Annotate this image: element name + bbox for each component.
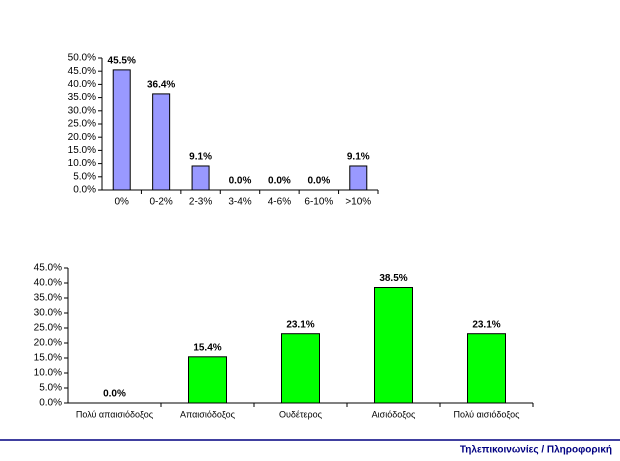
y-tick-label: 30.0%	[68, 105, 96, 116]
x-tick-label: Απαισιόδοξος	[180, 409, 236, 419]
y-tick-label: 10.0%	[34, 368, 62, 379]
value-label: 0.0%	[229, 176, 252, 187]
y-tick-label: 25.0%	[34, 323, 62, 334]
value-label: 45.5%	[108, 56, 136, 67]
x-tick-label: 0%	[114, 197, 129, 208]
bar	[374, 287, 413, 404]
x-tick-label: 4-6%	[268, 197, 291, 208]
footer-text: Τηλεπικοινωνίες / Πληροφορική	[460, 445, 612, 456]
x-tick-label: >10%	[345, 197, 371, 208]
y-tick-label: 10.0%	[68, 158, 96, 169]
y-tick-label: 50.0%	[68, 53, 96, 64]
value-label: 38.5%	[379, 273, 407, 284]
value-label: 0.0%	[268, 176, 291, 187]
y-tick-label: 35.0%	[34, 293, 62, 304]
bar	[349, 165, 368, 191]
bar	[467, 333, 506, 404]
y-tick-label: 20.0%	[68, 132, 96, 143]
x-tick-label: Πολύ απαισιόδοξος	[76, 409, 154, 419]
value-label: 23.1%	[472, 319, 500, 330]
y-tick-label: 25.0%	[68, 119, 96, 130]
bar	[112, 69, 131, 191]
y-tick-label: 30.0%	[34, 308, 62, 319]
y-tick-label: 45.0%	[34, 263, 62, 274]
value-label: 9.1%	[189, 152, 212, 163]
x-tick-label: Ουδέτερος	[279, 409, 323, 419]
value-label: 36.4%	[147, 80, 175, 91]
bar	[152, 93, 171, 191]
y-tick-label: 0.0%	[73, 185, 96, 196]
value-label: 0.0%	[307, 176, 330, 187]
y-tick-label: 0.0%	[39, 398, 62, 409]
x-tick-label: Αισιόδοξος	[372, 409, 416, 419]
bar	[281, 333, 320, 404]
y-tick-label: 5.0%	[39, 383, 62, 394]
y-tick-label: 20.0%	[34, 338, 62, 349]
value-label: 15.4%	[193, 342, 221, 353]
y-tick-label: 40.0%	[34, 278, 62, 289]
value-label: 0.0%	[103, 389, 126, 400]
y-tick-label: 40.0%	[68, 79, 96, 90]
x-tick-label: 6-10%	[304, 197, 333, 208]
bar	[188, 356, 227, 404]
value-label: 23.1%	[286, 319, 314, 330]
x-tick-label: 0-2%	[149, 197, 172, 208]
y-tick-label: 45.0%	[68, 66, 96, 77]
bar	[191, 165, 210, 191]
y-tick-label: 5.0%	[73, 171, 96, 182]
x-tick-label: 2-3%	[189, 197, 212, 208]
y-tick-label: 15.0%	[34, 353, 62, 364]
y-tick-label: 15.0%	[68, 145, 96, 156]
value-label: 9.1%	[347, 152, 370, 163]
y-tick-label: 35.0%	[68, 92, 96, 103]
x-tick-label: 3-4%	[228, 197, 251, 208]
x-tick-label: Πολύ αισιόδοξος	[454, 409, 521, 419]
